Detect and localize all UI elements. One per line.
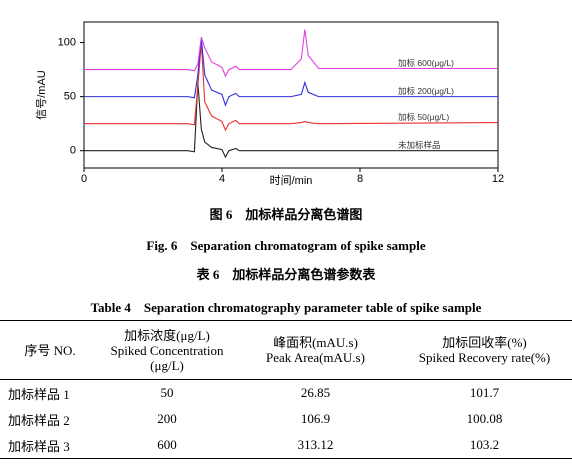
table-cell: 101.7: [469, 385, 500, 400]
table-cell: 106.9: [300, 411, 331, 426]
header-line: Peak Area(mAU.s): [266, 350, 365, 365]
table-cell: 100.08: [466, 411, 503, 426]
series-line: [84, 38, 498, 107]
y-tick-label: 0: [70, 145, 76, 157]
series-line: [84, 42, 499, 132]
table-cell: 加标样品 3: [0, 432, 100, 459]
series-line: [84, 29, 498, 78]
table-cell: 26.85: [300, 385, 331, 400]
legend-label: 加标 50(μg/L): [398, 112, 449, 122]
table-cell: 313.12: [234, 432, 397, 459]
table-row: 加标样品 3 600 313.12 103.2: [0, 432, 572, 459]
table-cell: 50: [160, 385, 174, 400]
x-axis-label: 时间/min: [270, 174, 313, 187]
table-cell: 103.2: [397, 432, 572, 459]
header-cell: 序号 NO.: [0, 320, 100, 380]
table: 序号 NO. 加标浓度(μg/L) Spiked Concentration (μg/…: [0, 320, 572, 459]
header-line: 加标回收率(%): [442, 335, 527, 350]
table-cell: 600: [100, 432, 234, 459]
header-cell: 加标回收率(%) Spiked Recovery rate(%): [397, 320, 572, 380]
plot-frame: [83, 21, 499, 169]
table-caption: 表 6 加标样品分离色谱参数表: [196, 267, 376, 282]
table-cell: 200: [157, 411, 177, 426]
chart: 信号/mAU 时间/min 0 50 100 0 4 8 12 未加标样品 加标 50(μg/L…: [35, 21, 504, 187]
x-tick-label: 4: [219, 173, 225, 185]
x-tick-label: 0: [81, 173, 87, 185]
header-line: Spiked Concentration: [110, 342, 224, 358]
y-tick-label: 50: [64, 91, 76, 103]
legend-label: 未加标样品: [398, 140, 441, 150]
figure-caption: Fig. 6 Separation chromatogram of spike …: [146, 238, 426, 253]
table-cell: 加标样品 1: [8, 386, 70, 402]
legend-label: 加标 600(μg/L): [398, 58, 454, 68]
x-tick-label: 8: [357, 173, 363, 185]
table-cell: 加标样品 2: [8, 412, 70, 428]
table-row: 加标样品 2 200 106.9 100.08: [0, 406, 572, 432]
header-line: Spiked Recovery rate(%): [418, 350, 551, 365]
header-line: 序号 NO.: [24, 342, 76, 358]
legend-label: 加标 200(μg/L): [398, 86, 454, 96]
x-tick-label: 12: [492, 173, 504, 185]
y-tick-label: 100: [58, 36, 76, 48]
header-line: 峰面积(mAU.s): [273, 335, 358, 350]
header-cell: 峰面积(mAU.s) Peak Area(mAU.s): [234, 320, 397, 380]
y-axis-label: 信号/mAU: [35, 70, 48, 120]
table-row: 加标样品 1 50 26.85 101.7: [0, 380, 572, 407]
figure-caption: 图 6 加标样品分离色谱图: [209, 207, 363, 222]
header-line: (μg/L): [150, 357, 184, 373]
header-line: 加标浓度(μg/L): [124, 327, 210, 343]
table-caption: Table 4 Separation chromatography parame…: [90, 300, 482, 315]
header-cell: 加标浓度(μg/L) Spiked Concentration (μg/L): [100, 320, 234, 380]
